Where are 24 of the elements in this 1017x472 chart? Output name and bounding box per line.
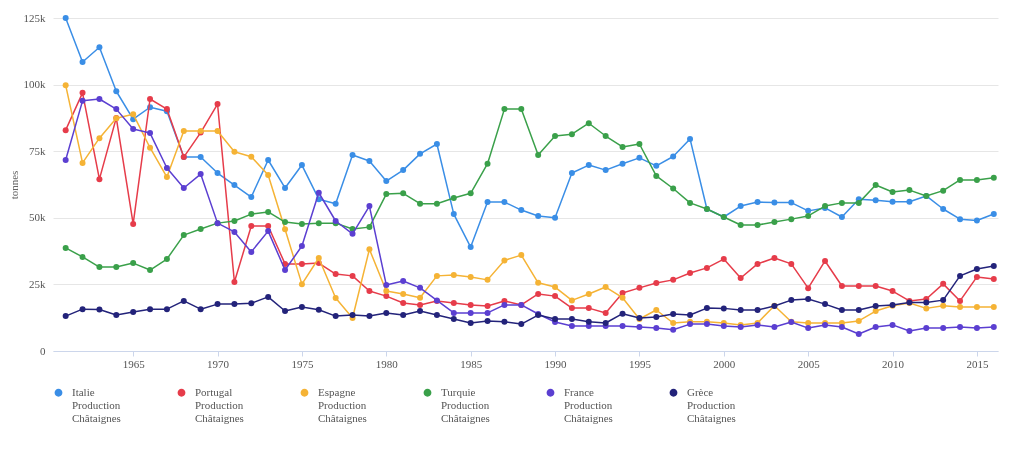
x-tick-label: 2010 xyxy=(882,357,905,370)
x-tick-label: 1965 xyxy=(122,357,146,370)
legend-label: Espagne Production Châtaignes xyxy=(318,385,367,424)
x-tick-label: 2015 xyxy=(966,357,989,370)
x-tick-label: 1985 xyxy=(460,357,483,370)
y-axis-title: tonnes xyxy=(7,170,20,200)
x-tick-label: 1990 xyxy=(544,357,568,370)
x-tick-label: 2000 xyxy=(713,357,736,370)
y-tick-label: 50k xyxy=(29,211,46,224)
y-tick-label: 0 xyxy=(40,344,46,357)
y-tick-label: 100k xyxy=(23,78,46,91)
y-tick-label: 25k xyxy=(29,277,46,290)
legend-label: Portugal Production Châtaignes xyxy=(195,385,244,424)
x-tick-label: 1980 xyxy=(375,357,399,370)
y-tick-label: 125k xyxy=(23,11,46,24)
legend-label: Turquie Production Châtaignes xyxy=(441,385,490,424)
y-tick-label: 75k xyxy=(29,144,46,157)
legend-label: Grèce Production Châtaignes xyxy=(687,385,736,424)
x-tick-label: 1970 xyxy=(207,357,230,370)
legend-label: Italie Production Châtaignes xyxy=(72,385,121,424)
x-tick-label: 1975 xyxy=(291,357,314,370)
legend-label: France Production Châtaignes xyxy=(564,385,613,424)
x-tick-label: 1995 xyxy=(628,357,652,370)
x-tick-label: 2005 xyxy=(797,357,821,370)
